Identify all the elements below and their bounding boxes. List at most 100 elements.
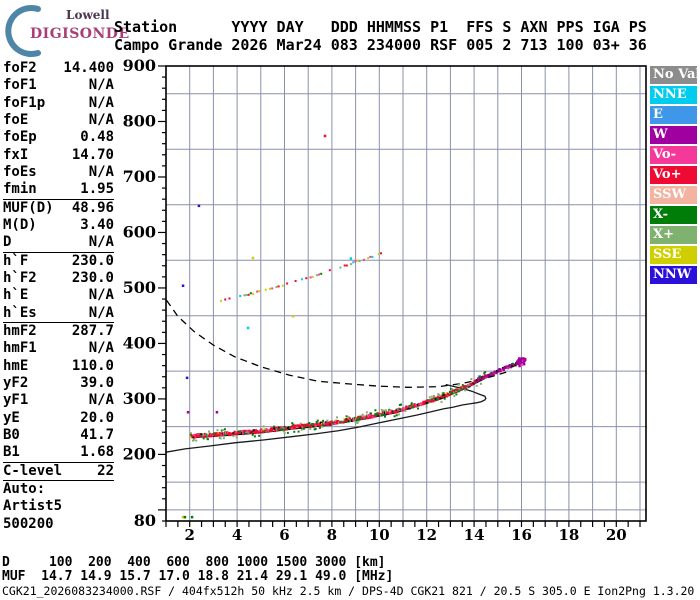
echo-dot: [310, 425, 313, 428]
echo-dot: [315, 421, 318, 423]
echo-dot: [265, 428, 268, 431]
echo-dot: [318, 424, 321, 427]
param-row: MUF(D) 48.96: [3, 200, 114, 217]
param-row: yF2 39.0: [3, 375, 114, 392]
echo-dot: [308, 422, 311, 424]
echo-dot: [345, 415, 348, 418]
echo-dot: [371, 255, 374, 258]
echo-dot: [374, 415, 377, 418]
echo-dot: [189, 436, 192, 439]
echo-dot: [502, 368, 505, 371]
echo-dot: [443, 397, 446, 400]
echo-dot: [367, 257, 370, 260]
echo-dot: [357, 420, 360, 423]
echo-dot: [302, 427, 305, 430]
echo-dot: [348, 417, 351, 420]
echo-dot: [336, 416, 338, 419]
echo-dot: [395, 414, 398, 417]
echo-dot: [356, 418, 359, 421]
echo-dot: [300, 428, 303, 431]
echo-dot: [355, 421, 358, 423]
echo-dot: [249, 292, 252, 295]
group-separator: [3, 461, 114, 463]
echo-dot: [192, 439, 194, 442]
echo-dot: [393, 415, 396, 418]
y-tick-label: 900: [123, 56, 156, 75]
echo-dot: [333, 422, 336, 425]
echo-dot: [224, 428, 226, 431]
echo-dot: [256, 290, 259, 293]
echo-dot: [518, 364, 521, 368]
x-tick-label: 18: [558, 526, 579, 544]
echo-dot: [253, 435, 256, 438]
param-value: 3.40: [80, 216, 114, 233]
legend-item-vo+: Vo+: [650, 166, 697, 184]
param-row: B0 41.7: [3, 427, 114, 444]
echo-dot: [291, 427, 294, 430]
param-value: N/A: [88, 392, 114, 409]
echo-dot: [322, 419, 325, 422]
echo-dot: [232, 435, 235, 438]
echo-dot: [294, 280, 297, 282]
param-row: foF2 14.400: [3, 60, 114, 77]
echo-dot: [293, 430, 296, 433]
param-value: N/A: [88, 77, 114, 94]
echo-dot: [422, 400, 425, 403]
noise-dot: [183, 515, 187, 519]
echo-dot: [271, 287, 274, 290]
noise-dot: [291, 315, 295, 318]
transmission-curve-dashed: [165, 299, 511, 388]
param-label: foF1p: [3, 94, 46, 111]
x-tick-label: 4: [232, 526, 242, 544]
echo-dot: [241, 429, 244, 433]
echo-dot: [425, 402, 428, 405]
param-row: yF1 N/A: [3, 392, 114, 409]
echo-dot: [361, 413, 364, 416]
y-tick-label: 300: [123, 389, 156, 408]
echo-dot: [202, 437, 205, 440]
param-row: foEp 0.48: [3, 129, 114, 146]
echo-dot: [277, 285, 280, 288]
param-label: h`F: [3, 252, 29, 269]
echo-dot: [410, 402, 413, 405]
param-row: yE 20.0: [3, 410, 114, 427]
echo-dot: [380, 413, 383, 416]
echo-dot: [283, 431, 286, 434]
echo-dot: [270, 429, 273, 432]
legend-item-nnw: NNW: [650, 266, 697, 284]
muf-values-row: MUF 14.7 14.9 15.7 17.0 18.8 21.4 29.1 4…: [2, 569, 394, 584]
echo-dot: [358, 417, 361, 420]
echo-dot: [450, 387, 453, 390]
echo-dot: [483, 372, 486, 375]
echo-dot: [195, 439, 198, 442]
echo-dot: [258, 434, 261, 437]
echo-dot: [387, 412, 390, 415]
noise-dot: [190, 515, 194, 519]
echo-dot: [404, 410, 407, 412]
y-tick-label: 700: [123, 167, 156, 186]
echo-dot: [442, 392, 445, 395]
echo-dot: [251, 433, 254, 436]
param-row: hmE 110.0: [3, 358, 114, 375]
echo-dot: [464, 389, 466, 392]
param-row: C-level 22: [3, 463, 114, 480]
echo-dot: [252, 293, 254, 295]
echo-dot: [430, 395, 433, 398]
echo-dot: [377, 253, 380, 256]
echo-dot: [397, 413, 400, 416]
echo-dot: [281, 428, 284, 431]
legend-item-vo-: Vo-: [650, 146, 697, 164]
group-separator: [3, 251, 114, 253]
noise-dot: [246, 326, 250, 330]
echo-dot: [382, 413, 385, 416]
echo-dot: [301, 278, 303, 281]
echo-dot: [431, 400, 435, 403]
echo-dot: [245, 429, 248, 432]
echo-dot: [522, 357, 525, 360]
echo-dot: [316, 419, 319, 422]
x-tick-label: 10: [369, 526, 390, 544]
param-label: C-level: [3, 462, 63, 479]
y-tick-label: 200: [123, 444, 156, 463]
echo-dot: [522, 361, 525, 364]
param-row: hmF1 N/A: [3, 340, 114, 357]
